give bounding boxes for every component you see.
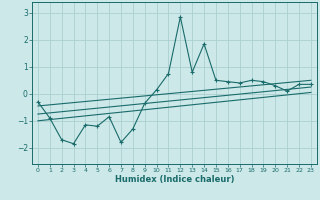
X-axis label: Humidex (Indice chaleur): Humidex (Indice chaleur): [115, 175, 234, 184]
